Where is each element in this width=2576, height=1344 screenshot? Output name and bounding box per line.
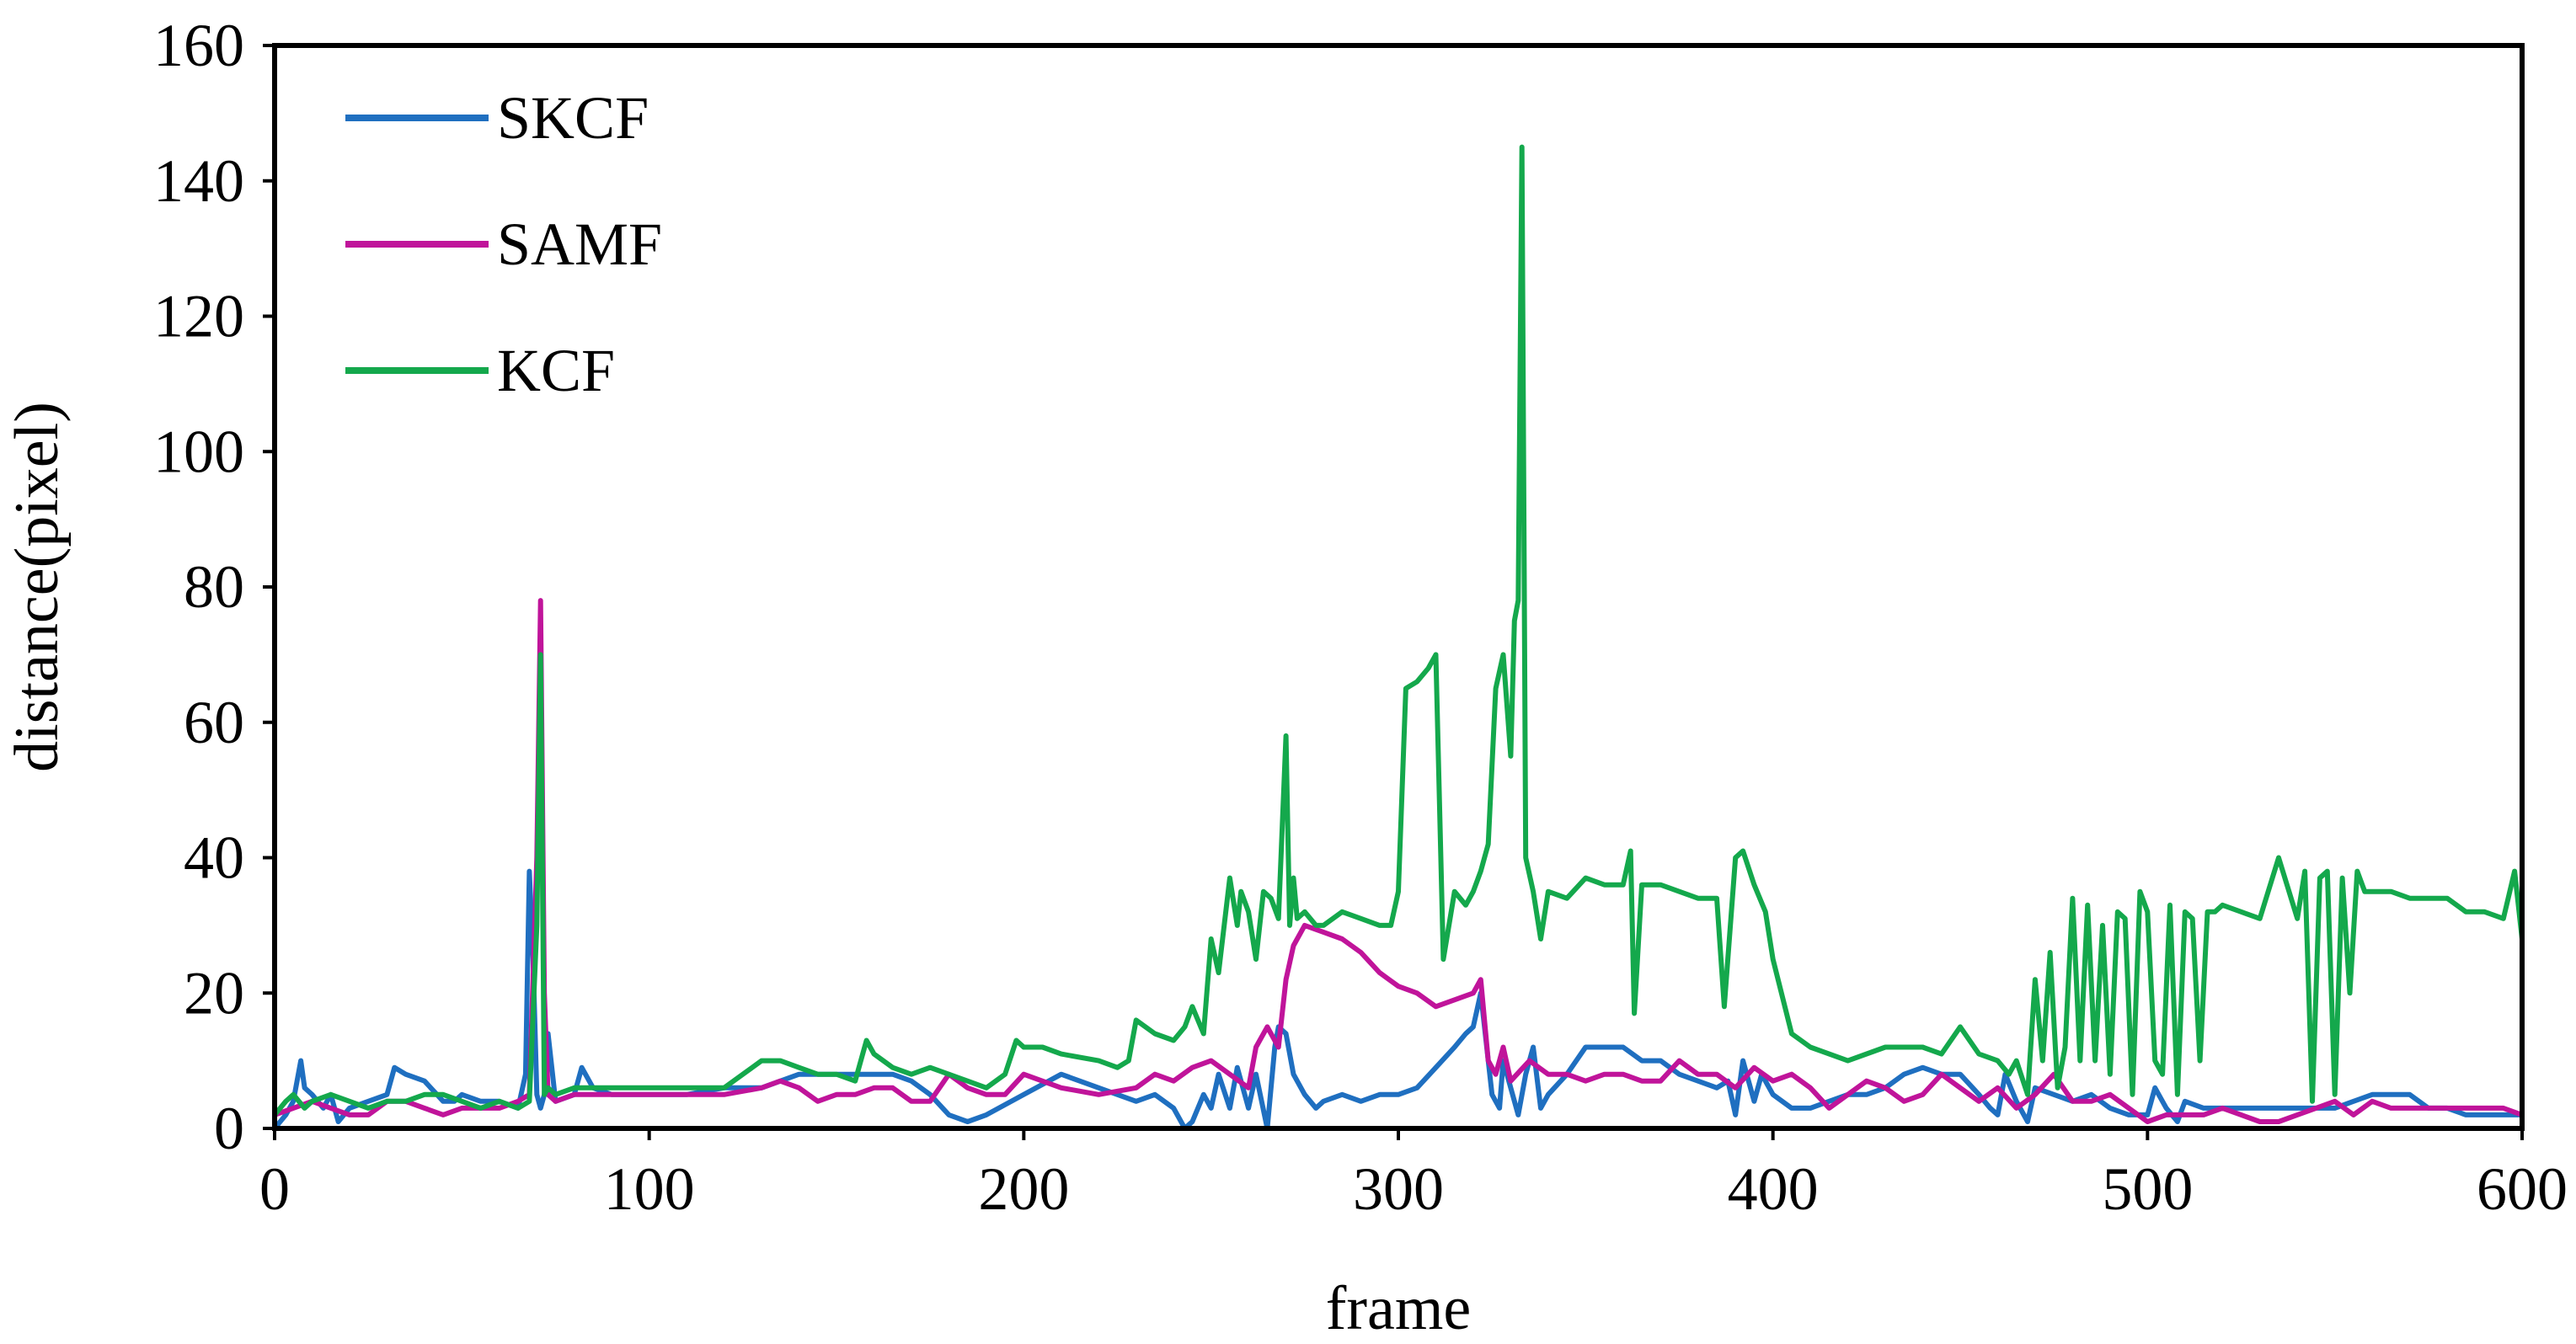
series-layer [272,144,2525,1131]
legend-label-skcf: SKCF [497,84,649,152]
legend-label-samf: SAMF [497,211,662,278]
y-axis-title: distance(pixel) [3,402,72,772]
y-axis-ticks: 0 20 40 60 80 100 120 140 160 [153,12,275,1162]
y-tick-label: 120 [153,283,244,350]
x-tick-label: 0 [259,1155,290,1223]
y-tick-label: 160 [153,12,244,79]
x-tick-label: 300 [1353,1155,1444,1223]
series-line-skcf [272,868,2522,1131]
x-tick-label: 500 [2102,1155,2193,1223]
y-tick-label: 80 [184,553,244,621]
x-axis-title: frame [1326,1274,1472,1343]
legend: SKCF SAMF KCF [345,84,662,404]
y-tick-label: 100 [153,418,244,485]
y-tick-label: 20 [184,959,244,1027]
series-line-samf [273,598,2524,1124]
series-line-kcf [272,144,2525,1117]
y-tick-label: 140 [153,147,244,215]
legend-label-kcf: KCF [497,337,615,404]
x-tick-label: 600 [2477,1155,2568,1223]
y-tick-label: 0 [214,1095,244,1162]
y-tick-label: 60 [184,689,244,756]
y-tick-label: 40 [184,824,244,892]
x-tick-label: 200 [978,1155,1069,1223]
x-tick-label: 400 [1728,1155,1819,1223]
x-tick-label: 100 [604,1155,695,1223]
x-axis-ticks: 0 100 200 300 400 500 600 [259,1128,2568,1223]
